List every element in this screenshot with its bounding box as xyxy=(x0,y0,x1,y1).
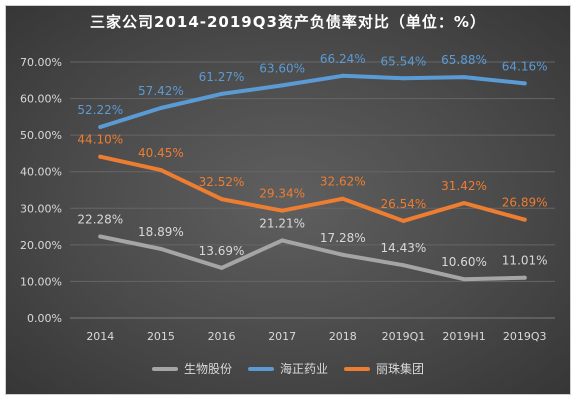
data-label: 57.42% xyxy=(138,84,184,98)
data-label: 40.45% xyxy=(138,146,184,160)
data-point xyxy=(219,91,224,96)
data-label: 65.88% xyxy=(441,53,487,67)
data-label: 14.43% xyxy=(381,241,427,255)
data-label: 29.34% xyxy=(259,187,305,201)
data-point xyxy=(98,154,103,159)
data-label: 17.28% xyxy=(320,231,366,245)
legend-swatch xyxy=(151,366,178,371)
x-tick-label: 2019Q1 xyxy=(382,330,426,343)
data-point xyxy=(340,196,345,201)
legend-label: 海正药业 xyxy=(279,362,328,376)
data-label: 26.89% xyxy=(502,196,548,210)
data-point xyxy=(280,83,285,88)
y-tick-label: 60.00% xyxy=(20,93,62,106)
y-tick-label: 50.00% xyxy=(20,129,62,142)
data-label: 18.89% xyxy=(138,225,184,239)
data-point xyxy=(158,106,163,111)
legend-swatch xyxy=(344,366,370,371)
data-point xyxy=(280,238,285,243)
x-tick-label: 2015 xyxy=(147,330,175,343)
data-point xyxy=(340,252,345,257)
data-label: 31.42% xyxy=(441,179,487,193)
x-tick-label: 2014 xyxy=(86,330,114,343)
data-label: 26.54% xyxy=(381,197,427,211)
data-point xyxy=(98,234,103,239)
data-label: 32.52% xyxy=(199,175,245,189)
data-point xyxy=(522,217,527,222)
data-point xyxy=(280,208,285,213)
legend-item-series-0: 生物股份 xyxy=(151,360,232,377)
data-point xyxy=(158,168,163,173)
data-label: 65.54% xyxy=(381,54,427,68)
data-point xyxy=(462,201,467,206)
legend: 生物股份 海正药业 丽珠集团 xyxy=(0,360,576,377)
data-label: 63.60% xyxy=(259,61,305,75)
data-point xyxy=(401,263,406,268)
legend-label: 丽珠集团 xyxy=(376,362,425,376)
data-point xyxy=(522,81,527,86)
x-tick-label: 2019H1 xyxy=(442,330,485,343)
data-label: 52.22% xyxy=(77,103,123,117)
data-point xyxy=(522,275,527,280)
y-tick-label: 20.00% xyxy=(20,239,62,252)
series-line-1 xyxy=(98,73,527,129)
data-point xyxy=(340,73,345,78)
data-label: 11.01% xyxy=(502,254,548,268)
y-tick-label: 0.00% xyxy=(27,312,62,325)
data-point xyxy=(158,246,163,251)
data-label: 13.69% xyxy=(199,244,245,258)
series-line-0 xyxy=(98,234,527,282)
data-label: 64.16% xyxy=(502,59,548,73)
data-point xyxy=(401,76,406,81)
x-tick-label: 2016 xyxy=(208,330,236,343)
x-tick-label: 2019Q3 xyxy=(503,330,547,343)
legend-item-series-1: 海正药业 xyxy=(247,360,328,377)
data-label: 32.62% xyxy=(320,175,366,189)
data-label: 66.24% xyxy=(320,52,366,66)
y-tick-label: 30.00% xyxy=(20,202,62,215)
data-point xyxy=(401,218,406,223)
legend-item-series-2: 丽珠集团 xyxy=(344,360,424,377)
data-point xyxy=(462,277,467,282)
series-line-2 xyxy=(98,154,527,223)
legend-label: 生物股份 xyxy=(183,362,232,376)
chart-background xyxy=(5,5,571,395)
data-point xyxy=(462,75,467,80)
y-tick-label: 10.00% xyxy=(20,275,62,288)
data-label: 22.28% xyxy=(77,213,123,227)
data-point xyxy=(98,125,103,130)
y-tick-label: 40.00% xyxy=(20,166,62,179)
x-tick-label: 2017 xyxy=(268,330,296,343)
data-point xyxy=(219,197,224,202)
chart-title: 三家公司2014-2019Q3资产负债率对比（单位：%） xyxy=(90,13,486,31)
data-label: 10.60% xyxy=(441,255,487,269)
data-label: 44.10% xyxy=(77,133,123,147)
x-tick-label: 2018 xyxy=(329,330,357,343)
data-point xyxy=(219,265,224,270)
data-label: 21.21% xyxy=(259,216,305,230)
legend-swatch xyxy=(247,366,274,371)
data-label: 61.27% xyxy=(199,70,245,84)
y-tick-label: 70.00% xyxy=(20,56,62,69)
